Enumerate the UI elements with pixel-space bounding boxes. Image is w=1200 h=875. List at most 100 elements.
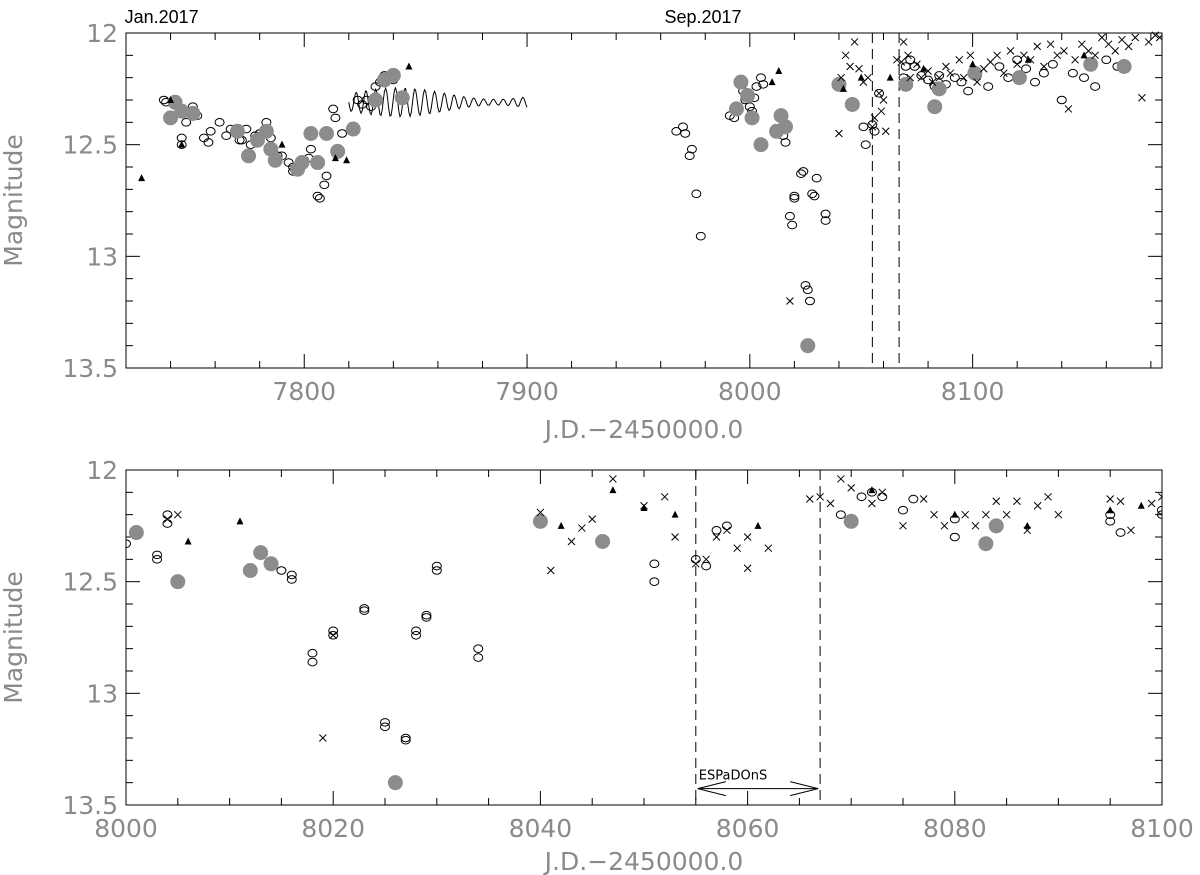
open-circle-point [400,735,411,745]
open-circle-point [312,191,323,201]
gray-circle-point [387,775,403,791]
triangle-point [1137,501,1145,509]
cross-point [712,533,721,541]
x-tick-label: 8020 [301,814,365,843]
triangle-point [609,486,617,494]
cross-point [1053,51,1062,60]
open-circle-point [431,566,442,575]
cross-point [881,127,890,136]
open-circle-point [858,122,869,132]
cross-point [899,38,908,46]
open-circle-point [307,648,318,658]
cross-point [864,73,872,82]
gray-circle-point [128,525,144,541]
open-circle-point [949,532,960,542]
triangle-point [868,486,876,494]
cross-point [1138,93,1146,102]
triangle-point [138,174,146,182]
cross-point [913,60,921,69]
open-circle-point [411,626,422,636]
cross-point [841,51,850,60]
open-circle-point [328,104,339,114]
open-circle-point [152,550,163,560]
cross-point [609,475,617,483]
cross-point [924,67,932,75]
cross-point [1071,55,1079,64]
open-circle-point [789,193,800,203]
gray-circle-point [258,123,274,139]
gray-circle-point [753,137,769,153]
cross-point [764,544,773,553]
gray-circle-point [978,536,994,552]
triangle-point [775,66,783,74]
x-tick-label: 8040 [509,814,573,843]
y-tick-label: 13.5 [62,354,118,383]
open-circle-point [802,285,813,295]
open-circle-point [787,220,798,230]
open-circle-point [162,519,173,528]
open-circle-point [1047,59,1058,69]
cross-point [1106,495,1115,503]
y-tick-label: 13.5 [62,791,118,820]
open-circle-point [421,613,432,622]
cross-point [1155,33,1162,42]
cross-point [743,564,752,573]
open-circle-point [1105,517,1116,526]
cross-point [919,495,928,503]
gray-circle-point [1083,56,1099,72]
open-circle-point [328,630,339,640]
open-circle-point [400,733,411,743]
open-circle-point [695,231,706,241]
cross-point [1091,51,1100,60]
cross-point [1151,31,1160,40]
x-tick-label: 8100 [1130,814,1194,843]
open-circle-point [1067,68,1078,78]
cross-point [986,58,995,66]
open-circle-point [1090,82,1101,91]
open-circle-point [751,82,762,91]
cross-point [1044,492,1052,501]
cross-point [567,537,576,546]
x-tick-label: 7900 [495,377,559,406]
gray-circle-point [319,126,335,141]
open-circle-point [758,80,769,89]
open-circle-point [286,575,297,584]
open-circle-point [1030,77,1041,87]
gray-circle-point [174,103,190,119]
cross-point [1033,42,1042,51]
cross-point [904,51,912,60]
gray-circle-point [385,67,401,83]
triangle-point [1024,55,1032,63]
plot-frame [125,32,1163,369]
open-circle-point [780,138,791,147]
espadons-label: ESPaDOnS [699,769,767,784]
x-tick-label: 7800 [272,377,336,406]
gray-circle-point [185,105,201,121]
triangle-point [331,154,339,162]
cross-point [1054,510,1063,519]
triangle-point [969,60,977,68]
open-circle-point [804,296,815,306]
open-circle-point [181,118,192,127]
open-circle-point [701,561,712,571]
open-circle-point [686,144,697,154]
cross-point [973,78,981,86]
open-circle-point [684,151,695,161]
gray-circle-point [927,99,943,115]
x-tick-label: 8000 [718,377,782,406]
cross-point [1158,492,1162,501]
open-circle-point [411,630,422,640]
cross-point [1116,497,1125,506]
open-circle-point [337,129,348,138]
gray-circle-point [253,545,269,561]
open-circle-point [994,62,1005,71]
y-tick-label: 12 [86,19,118,48]
open-circle-point [473,653,484,662]
cross-point [835,129,843,138]
open-circle-point [721,521,732,531]
cross-point [329,631,338,640]
gray-circle-point [242,563,258,578]
open-circle-point [359,606,370,616]
cross-point [786,297,794,305]
cross-point [1131,33,1140,42]
